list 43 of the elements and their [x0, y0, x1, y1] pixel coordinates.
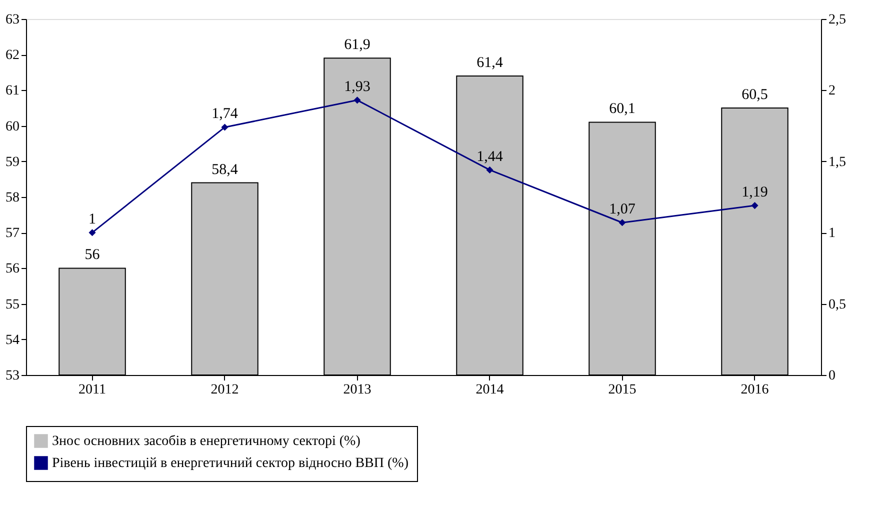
data-label: 1,44: [476, 148, 504, 165]
point: [88, 229, 96, 236]
data-label: 60,1: [609, 101, 636, 118]
y2-tick-label: 1: [828, 226, 836, 242]
data-label: 1,07: [609, 202, 636, 218]
y-tick-label: 55: [6, 297, 20, 312]
y-tick-label: 62: [6, 48, 20, 64]
data-label: 1,93: [344, 79, 370, 96]
data-label: 1: [88, 212, 96, 228]
point: [221, 124, 228, 131]
y-tick-label: 58: [6, 190, 20, 206]
legend-label: Рівень інвестицій в енергетичний сектор відносно ВВП (%): [52, 456, 409, 471]
y2-tick-label: 0: [828, 368, 836, 384]
y-tick-label: 59: [6, 154, 20, 170]
data-label: 60,5: [742, 87, 768, 103]
data-label: 56: [84, 247, 100, 264]
point: [354, 96, 361, 104]
x-tick-label: 2012: [210, 382, 239, 398]
legend-label: Знос основних засобів в енергетичному секторі (%): [52, 434, 361, 449]
y2-tick-label: 2: [828, 84, 836, 99]
y-tick-label: 60: [6, 119, 20, 134]
point: [486, 166, 494, 174]
point: [618, 219, 626, 226]
data-label: 61,4: [476, 54, 504, 71]
point: [751, 202, 758, 210]
y-tick-label: 54: [6, 332, 20, 348]
data-label: 1,74: [212, 106, 238, 122]
y2-tick-label: 2,5: [828, 12, 846, 28]
data-label: 58,4: [212, 162, 238, 178]
x-tick-label: 2014: [476, 382, 504, 398]
y-tick-label: 57: [6, 226, 20, 242]
y-tick-label: 63: [6, 12, 20, 28]
y-tick-label: 56: [6, 262, 20, 277]
data-label: 61,9: [344, 37, 370, 54]
y-tick-label: 53: [6, 368, 20, 384]
x-tick-label: 2015: [608, 382, 636, 398]
x-tick-label: 2016: [740, 382, 769, 398]
y2-tick-label: 1,5: [828, 154, 846, 170]
y-tick-label: 61: [6, 84, 20, 99]
x-tick-label: 2013: [343, 382, 372, 398]
x-tick-label: 2011: [78, 382, 106, 398]
y2-tick-label: 0,5: [828, 297, 846, 312]
data-label: 1,19: [742, 184, 768, 201]
